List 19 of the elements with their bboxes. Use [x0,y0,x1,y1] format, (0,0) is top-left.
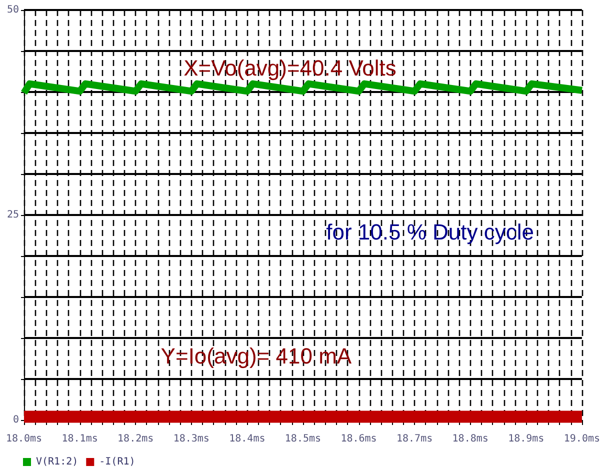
x-tick-label: 18.5ms [284,434,322,444]
x-tick-label: 18.1ms [62,434,98,444]
legend-label: -I(R1) [99,456,136,468]
x-tick-label: 18.2ms [118,434,154,444]
x-tick-label: 18.7ms [396,434,433,444]
x-tick-label: 18.4ms [229,434,266,444]
x-tick-label: 18.0ms [6,434,42,444]
legend-label: V(R1:2) [36,456,78,468]
y-tick-label: 0 [12,414,19,426]
x-tick-label: 18.8ms [452,434,488,444]
x-tick-label: 18.3ms [173,434,210,444]
annotation: for 10.5 % Duty cycle [326,220,534,245]
annotation: Y=Io(avg)= 410 mA [160,343,352,368]
y-tick-label: 50 [6,4,19,16]
x-tick-label: 19.0ms [564,434,600,444]
x-tick-label: 18.9ms [508,434,544,444]
y-tick-label: 25 [6,210,19,220]
annotation: X=Vo(avg)=40.4 Volts [184,56,396,81]
x-tick-label: 18.6ms [340,434,377,444]
